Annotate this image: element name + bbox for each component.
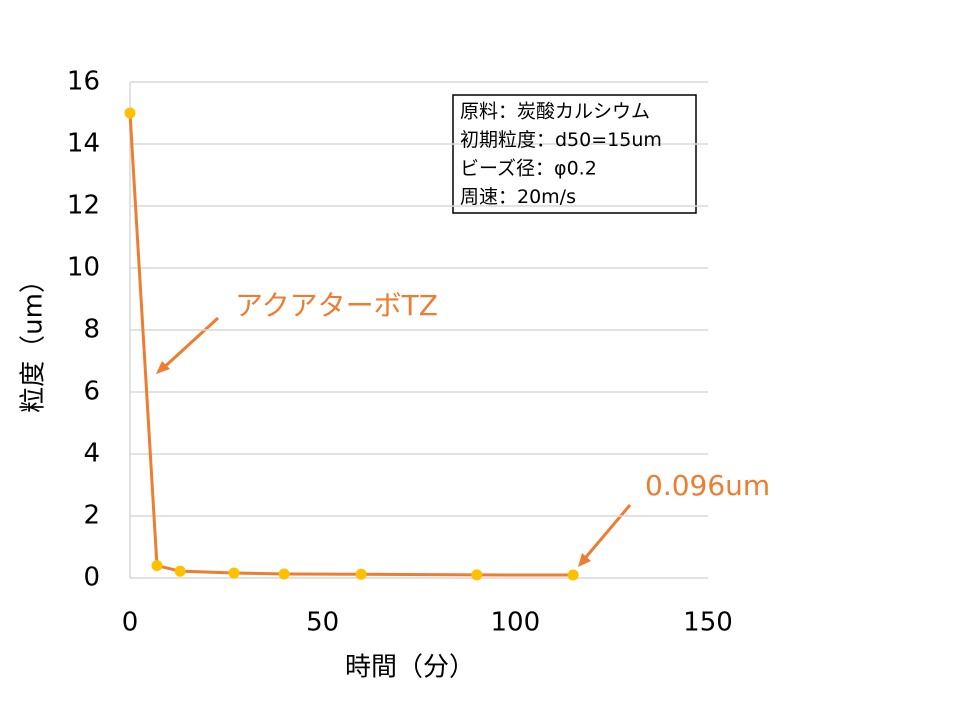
y-tick-label: 4 bbox=[83, 439, 100, 469]
x-tick-label: 150 bbox=[683, 608, 733, 638]
data-point bbox=[567, 569, 579, 581]
info-box bbox=[452, 94, 697, 214]
y-tick-label: 6 bbox=[83, 377, 100, 407]
data-point bbox=[278, 568, 290, 580]
y-axis-title: 粒度（um） bbox=[19, 267, 49, 413]
y-tick-label: 0 bbox=[83, 563, 100, 593]
y-tick-label: 2 bbox=[83, 501, 100, 531]
x-tick-label: 0 bbox=[122, 608, 139, 638]
arrow bbox=[579, 504, 632, 564]
arrow-head bbox=[156, 361, 170, 374]
data-point bbox=[151, 560, 163, 572]
x-tick-label: 100 bbox=[491, 608, 541, 638]
annotation: 0.096um bbox=[645, 469, 770, 502]
y-tick-label: 16 bbox=[67, 67, 100, 97]
x-axis-title: 時間（分） bbox=[345, 653, 475, 683]
data-point bbox=[124, 107, 136, 119]
data-point bbox=[228, 567, 240, 579]
data-point bbox=[174, 565, 186, 577]
info-line: 初期粒度：d50=15um bbox=[460, 129, 662, 151]
arrow bbox=[158, 316, 220, 373]
y-tick-label: 12 bbox=[67, 191, 100, 221]
y-tick-label: 10 bbox=[67, 253, 100, 283]
annotation: アクアターボTZ bbox=[235, 289, 438, 322]
y-tick-label: 8 bbox=[83, 315, 100, 345]
info-line: 原料：炭酸カルシウム bbox=[460, 101, 650, 123]
arrow-head bbox=[578, 553, 591, 567]
y-tick-label: 14 bbox=[67, 129, 100, 159]
info-line: 周速：20m/s bbox=[460, 186, 576, 208]
data-point bbox=[471, 569, 483, 581]
x-tick-label: 50 bbox=[306, 608, 339, 638]
data-point bbox=[355, 568, 367, 580]
info-line: ビーズ径：φ0.2 bbox=[460, 158, 597, 180]
